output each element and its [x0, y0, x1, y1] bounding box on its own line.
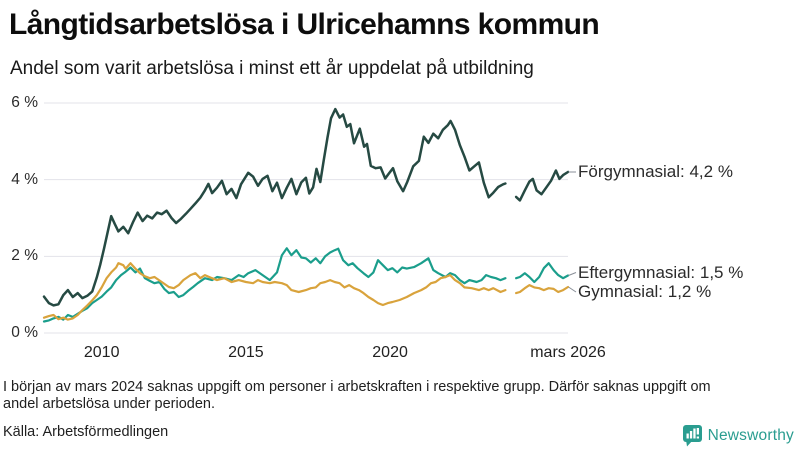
- source-attribution: Källa: Arbetsförmedlingen: [3, 424, 169, 440]
- label-connector: [568, 286, 577, 293]
- label-connector: [568, 272, 577, 276]
- footnote-line-2: andel arbetslösa under perioden.: [3, 395, 216, 412]
- series-end-label-gymnasial: Gymnasial: 1,2 %: [578, 282, 712, 301]
- y-axis-tick-label: 0 %: [11, 324, 38, 341]
- series-line-eftergymnasial: [515, 262, 570, 284]
- page-title: Långtidsarbetslösa i Ulricehamns kommun: [9, 8, 600, 41]
- x-axis-tick-label: 2010: [83, 344, 120, 361]
- x-axis-tick-label: 2015: [228, 344, 264, 361]
- y-axis-tick-label: 6 %: [11, 94, 38, 111]
- series-line-gymnasial: [515, 284, 570, 295]
- series-end-label-eftergymnasial: Eftergymnasial: 1,5 %: [578, 262, 744, 282]
- series-line-förgymnasial: [514, 169, 570, 202]
- y-axis-tick-label: 4 %: [11, 170, 38, 188]
- x-axis-tick-label: mars 2026: [530, 344, 606, 361]
- page-subtitle: Andel som varit arbetslösa i minst ett å…: [10, 58, 534, 79]
- footnote-line-1: I början av mars 2024 saknas uppgift om …: [3, 379, 711, 395]
- x-axis-tick-label: 2020: [372, 344, 408, 361]
- series-end-label-förgymnasial: Förgymnasial: 4,2 %: [578, 162, 733, 181]
- series-line-eftergymnasial: [42, 247, 507, 323]
- chart-footnote: I början av mars 2024 saknas uppgift om …: [3, 379, 785, 412]
- newsworthy-logo-icon: [682, 425, 702, 447]
- newsworthy-wordmark: Newsworthy: [707, 426, 794, 444]
- series-line-förgymnasial: [42, 107, 507, 307]
- series-line-gymnasial: [42, 262, 507, 321]
- y-axis-tick-label: 2 %: [11, 247, 38, 265]
- newsworthy-brand: Newsworthy: [682, 424, 794, 447]
